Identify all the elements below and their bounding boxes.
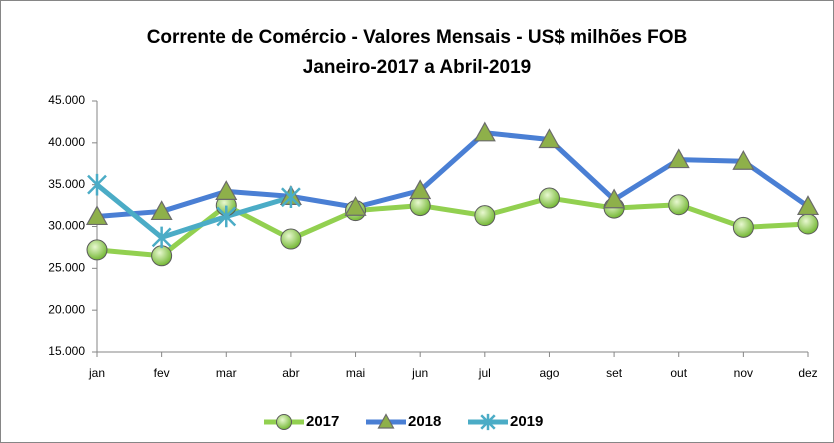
marker bbox=[796, 195, 820, 216]
marker bbox=[797, 213, 819, 235]
x-tick-label: fev bbox=[154, 366, 170, 380]
x-tick-label: nov bbox=[734, 366, 753, 380]
x-tick-label: jun bbox=[411, 366, 428, 380]
marker bbox=[473, 121, 496, 142]
marker bbox=[280, 228, 302, 250]
marker bbox=[480, 413, 496, 431]
y-tick-label: 30.000 bbox=[48, 219, 85, 233]
y-tick-label: 25.000 bbox=[48, 261, 85, 275]
marker bbox=[667, 148, 690, 169]
marker bbox=[344, 196, 367, 216]
y-tick-label: 20.000 bbox=[48, 302, 85, 316]
series-line bbox=[96, 195, 809, 259]
marker bbox=[732, 216, 754, 238]
marker bbox=[538, 128, 561, 149]
x-tick-label: ago bbox=[539, 366, 559, 380]
marker bbox=[409, 179, 432, 200]
x-tick-label: abr bbox=[282, 366, 299, 380]
y-tick-label: 15.000 bbox=[48, 344, 85, 358]
y-tick-label: 35.000 bbox=[48, 177, 85, 191]
y-tick-label: 45.000 bbox=[48, 93, 85, 107]
chart-subtitle: Janeiro-2017 a Abril-2019 bbox=[303, 57, 531, 78]
legend-label: 2017 bbox=[306, 413, 339, 430]
marker bbox=[281, 186, 301, 209]
legend-label: 2018 bbox=[408, 413, 441, 430]
marker bbox=[150, 200, 173, 221]
marker bbox=[603, 188, 626, 209]
marker bbox=[668, 194, 690, 216]
x-tick-label: set bbox=[606, 366, 623, 380]
marker bbox=[276, 414, 292, 430]
marker bbox=[216, 205, 237, 228]
marker bbox=[85, 205, 109, 226]
x-tick-label: jan bbox=[88, 366, 105, 380]
marker bbox=[215, 180, 238, 200]
marker bbox=[732, 150, 755, 170]
marker bbox=[377, 413, 395, 429]
x-tick-label: dez bbox=[798, 366, 817, 380]
series-line bbox=[95, 182, 292, 240]
marker bbox=[538, 187, 560, 209]
x-tick-label: mai bbox=[346, 366, 365, 380]
marker bbox=[151, 226, 172, 249]
chart-title: Corrente de Comércio - Valores Mensais -… bbox=[147, 27, 688, 48]
y-tick-label: 40.000 bbox=[48, 135, 85, 149]
marker bbox=[87, 173, 107, 196]
marker bbox=[86, 239, 108, 261]
marker bbox=[151, 245, 173, 267]
marker bbox=[474, 205, 496, 227]
legend-label: 2019 bbox=[510, 413, 543, 430]
x-tick-label: jul bbox=[478, 366, 491, 380]
x-tick-label: mar bbox=[216, 366, 237, 380]
series-line bbox=[96, 130, 810, 219]
x-tick-label: out bbox=[670, 366, 687, 380]
